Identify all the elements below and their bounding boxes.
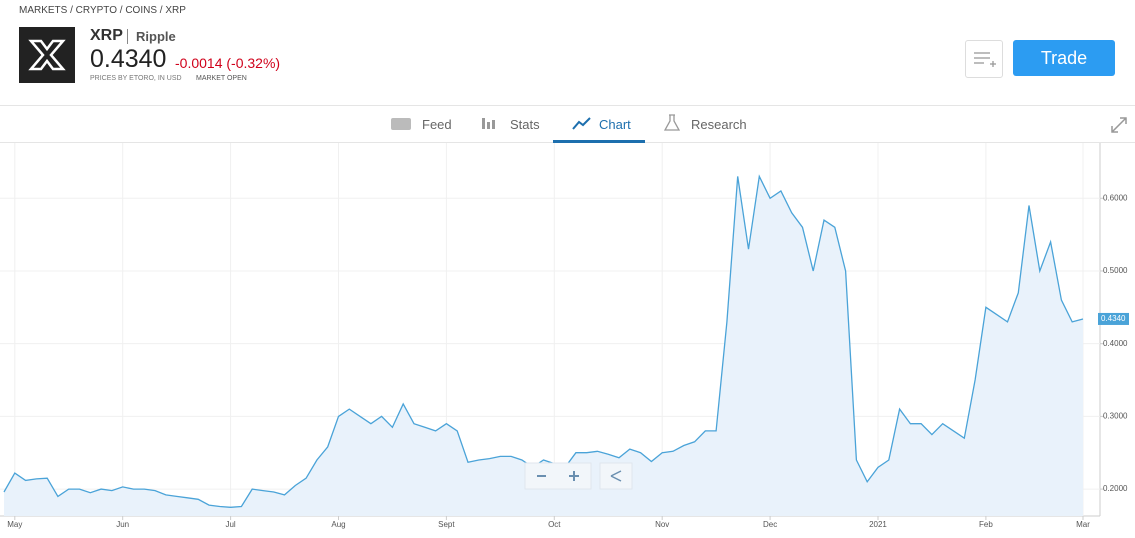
x-tick-label: Jul xyxy=(225,520,235,529)
zoom-box xyxy=(524,462,592,490)
trade-button[interactable]: Trade xyxy=(1013,40,1115,76)
price-change: -0.0014 (-0.32%) xyxy=(175,55,281,71)
x-tick-label: Nov xyxy=(655,520,669,529)
last-price-label: 0.4340 xyxy=(1101,314,1126,323)
x-tick-label: 2021 xyxy=(869,520,887,529)
logo-icon xyxy=(28,39,66,71)
x-tick-label: Jun xyxy=(116,520,129,529)
instrument-name: Ripple xyxy=(127,29,176,44)
price-line xyxy=(3,174,1084,508)
last-price-tag xyxy=(1098,312,1129,325)
price-source: PRICES BY ETORO, IN USD xyxy=(90,75,182,82)
watchlist-icon xyxy=(974,52,996,67)
x-tick-label: Sept xyxy=(438,520,455,529)
price-area xyxy=(4,176,1083,516)
y-tick-label: 0.4000 xyxy=(1103,339,1128,348)
share-icon xyxy=(610,470,622,482)
y-tick-label: 0.6000 xyxy=(1103,193,1128,202)
logo xyxy=(19,27,75,83)
x-tick-label: Dec xyxy=(763,520,777,529)
y-tick-label: 0.2000 xyxy=(1103,484,1128,493)
research-icon xyxy=(664,114,680,131)
tab-bar: Feed Stats Chart Research xyxy=(0,105,1135,143)
price: 0.4340 xyxy=(90,45,167,73)
breadcrumb[interactable]: MARKETS / CRYPTO / COINS / XRP xyxy=(19,5,186,16)
tab[interactable]: Feed xyxy=(422,117,452,132)
chart-icon xyxy=(572,117,591,130)
x-tick-label: May xyxy=(7,520,22,529)
market-status: MARKET OPEN xyxy=(196,75,247,82)
chart: 0.2000 0.3000 0.4000 0.5000 0.6000 May Jun Jul A… xyxy=(0,143,1129,529)
tab[interactable]: Research xyxy=(691,117,747,132)
y-tick-label: 0.3000 xyxy=(1103,411,1128,420)
x-tick-label: Feb xyxy=(979,520,993,529)
share-button[interactable] xyxy=(599,462,633,490)
zoom-controls xyxy=(524,462,633,490)
y-tick-label: 0.5000 xyxy=(1103,266,1128,275)
tab[interactable]: Stats xyxy=(510,117,540,132)
x-tick-label: Oct xyxy=(548,520,561,529)
stats-icon xyxy=(482,118,495,129)
tab[interactable]: Chart xyxy=(599,117,631,132)
feed-icon xyxy=(391,118,411,130)
expand-icon[interactable] xyxy=(1110,116,1128,134)
symbol: XRP xyxy=(90,27,123,44)
watchlist-button[interactable] xyxy=(965,40,1003,78)
x-tick-label: Aug xyxy=(331,520,345,529)
x-tick-label: Mar xyxy=(1076,520,1090,529)
active-tab-underline xyxy=(553,140,645,143)
